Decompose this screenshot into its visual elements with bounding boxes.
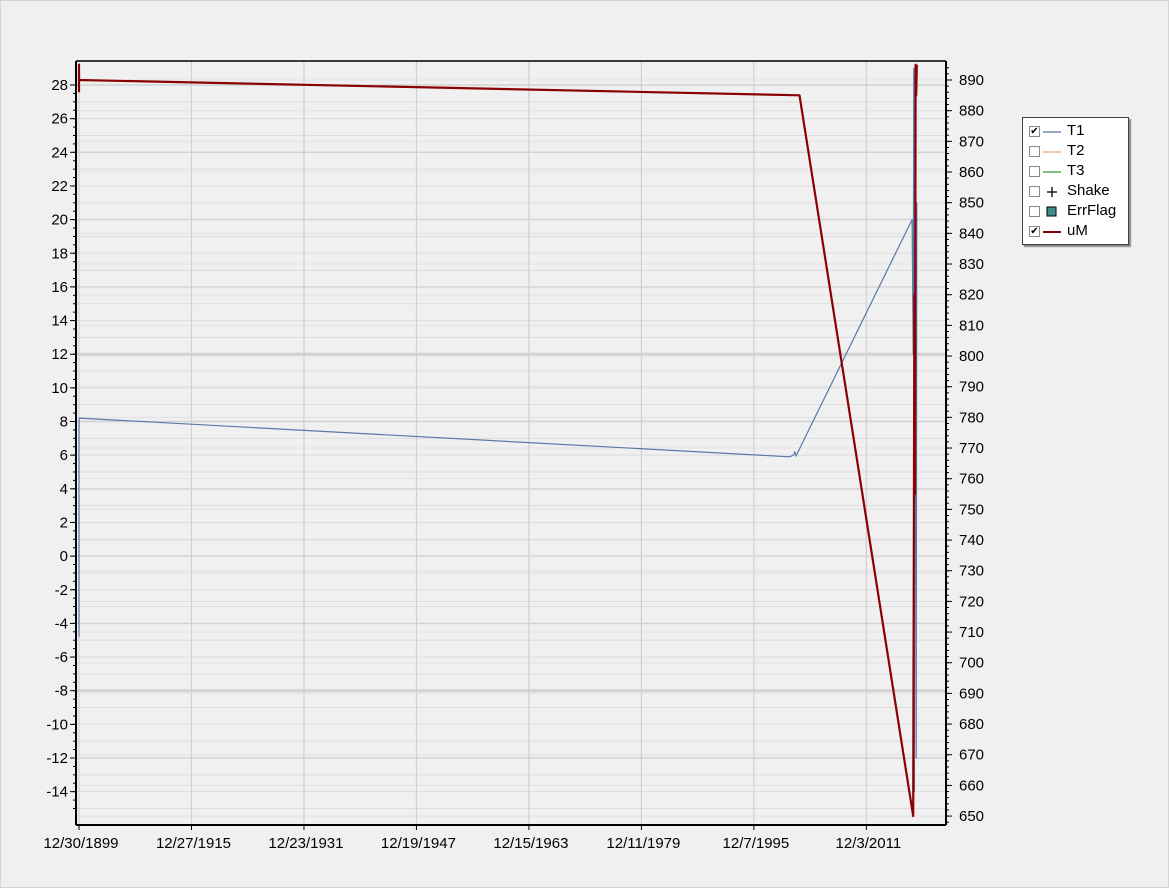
grid-lines: [76, 61, 946, 825]
right-tick-label: 760: [959, 471, 984, 488]
legend-checkbox[interactable]: ✔: [1029, 126, 1040, 137]
plus-icon: [1047, 187, 1057, 197]
left-tick-label: 26: [51, 111, 68, 128]
left-tick-label: 8: [60, 414, 68, 431]
x-tick-label: 12/15/1963: [493, 835, 568, 852]
left-tick-label: 12: [51, 346, 68, 363]
legend-checkbox[interactable]: ✔: [1029, 226, 1040, 237]
legend-checkbox[interactable]: [1029, 186, 1040, 197]
right-tick-label: 810: [959, 317, 984, 334]
right-tick-label: 800: [959, 348, 984, 365]
right-tick-label: 680: [959, 716, 984, 733]
right-tick-label: 720: [959, 593, 984, 610]
legend-item-t1[interactable]: ✔ T1: [1029, 122, 1129, 142]
right-tick-label: 850: [959, 195, 984, 212]
right-tick-label: 820: [959, 287, 984, 304]
legend-checkbox[interactable]: [1029, 166, 1040, 177]
square-marker-icon: [1046, 206, 1057, 217]
legend-item-t2[interactable]: T2: [1029, 142, 1129, 162]
right-tick-label: 670: [959, 747, 984, 764]
left-tick-label: 24: [51, 144, 68, 161]
left-tick-label: 2: [60, 514, 68, 531]
legend[interactable]: ✔ T1 T2 T3 Shake ErrFlag ✔ uM: [1022, 117, 1129, 245]
x-tick-label: 12/19/1947: [381, 835, 456, 852]
x-tick-label: 12/27/1915: [156, 835, 231, 852]
legend-label: ErrFlag: [1067, 202, 1117, 219]
right-tick-label: 880: [959, 103, 984, 120]
right-tick-label: 710: [959, 624, 984, 641]
left-tick-label: 22: [51, 178, 68, 195]
series-lines: [77, 63, 918, 818]
right-tick-label: 730: [959, 563, 984, 580]
tick-labels: 2826242220181614121086420-2-4-6-8-10-12-…: [43, 72, 984, 852]
right-tick-label: 740: [959, 532, 984, 549]
line-swatch-icon: [1043, 171, 1061, 173]
legend-item-errflag[interactable]: ErrFlag: [1029, 202, 1129, 222]
x-tick-label: 12/11/1979: [606, 835, 680, 852]
line-swatch-icon: [1043, 151, 1061, 153]
right-tick-label: 690: [959, 685, 984, 702]
x-tick-label: 12/23/1931: [268, 835, 343, 852]
right-tick-label: 840: [959, 225, 984, 242]
legend-checkbox[interactable]: [1029, 206, 1040, 217]
right-tick-label: 890: [959, 72, 984, 89]
x-tick-label: 12/7/1995: [723, 835, 790, 852]
plot-area: [76, 61, 946, 825]
right-tick-label: 830: [959, 256, 984, 273]
legend-item-um[interactable]: ✔ uM: [1029, 222, 1129, 242]
right-tick-label: 790: [959, 379, 984, 396]
right-tick-label: 860: [959, 164, 984, 181]
legend-label: T1: [1067, 122, 1085, 139]
left-tick-label: 14: [51, 313, 68, 330]
left-tick-label: -12: [46, 750, 68, 767]
x-tick-label: 12/30/1899: [43, 835, 118, 852]
legend-label: T3: [1067, 162, 1085, 179]
left-tick-label: 16: [51, 279, 68, 296]
right-tick-label: 650: [959, 808, 984, 825]
left-tick-label: -4: [55, 615, 68, 632]
legend-item-shake[interactable]: Shake: [1029, 182, 1129, 202]
left-tick-label: 0: [60, 548, 68, 565]
legend-checkbox[interactable]: [1029, 146, 1040, 157]
left-tick-label: 28: [51, 77, 68, 94]
left-tick-label: -6: [55, 649, 68, 666]
right-tick-label: 870: [959, 133, 984, 150]
right-tick-label: 660: [959, 777, 984, 794]
x-tick-label: 12/3/2011: [836, 835, 902, 852]
left-tick-label: 20: [51, 212, 68, 229]
axes: [70, 60, 952, 830]
line-swatch-icon: [1043, 131, 1061, 133]
left-tick-label: 18: [51, 245, 68, 262]
legend-label: Shake: [1067, 182, 1110, 199]
left-tick-label: -8: [55, 683, 68, 700]
left-tick-label: -14: [46, 784, 68, 801]
legend-item-t3[interactable]: T3: [1029, 162, 1129, 182]
left-tick-label: 6: [60, 447, 68, 464]
right-tick-label: 770: [959, 440, 984, 457]
legend-label: T2: [1067, 142, 1085, 159]
legend-label: uM: [1067, 222, 1088, 239]
left-tick-label: 4: [60, 481, 68, 498]
left-tick-label: -2: [55, 582, 68, 599]
left-tick-label: 10: [51, 380, 68, 397]
left-tick-label: -10: [46, 716, 68, 733]
right-tick-label: 700: [959, 655, 984, 672]
right-tick-label: 780: [959, 409, 984, 426]
series-line-uM: [77, 63, 918, 818]
line-swatch-icon: [1043, 231, 1061, 233]
right-tick-label: 750: [959, 501, 984, 518]
